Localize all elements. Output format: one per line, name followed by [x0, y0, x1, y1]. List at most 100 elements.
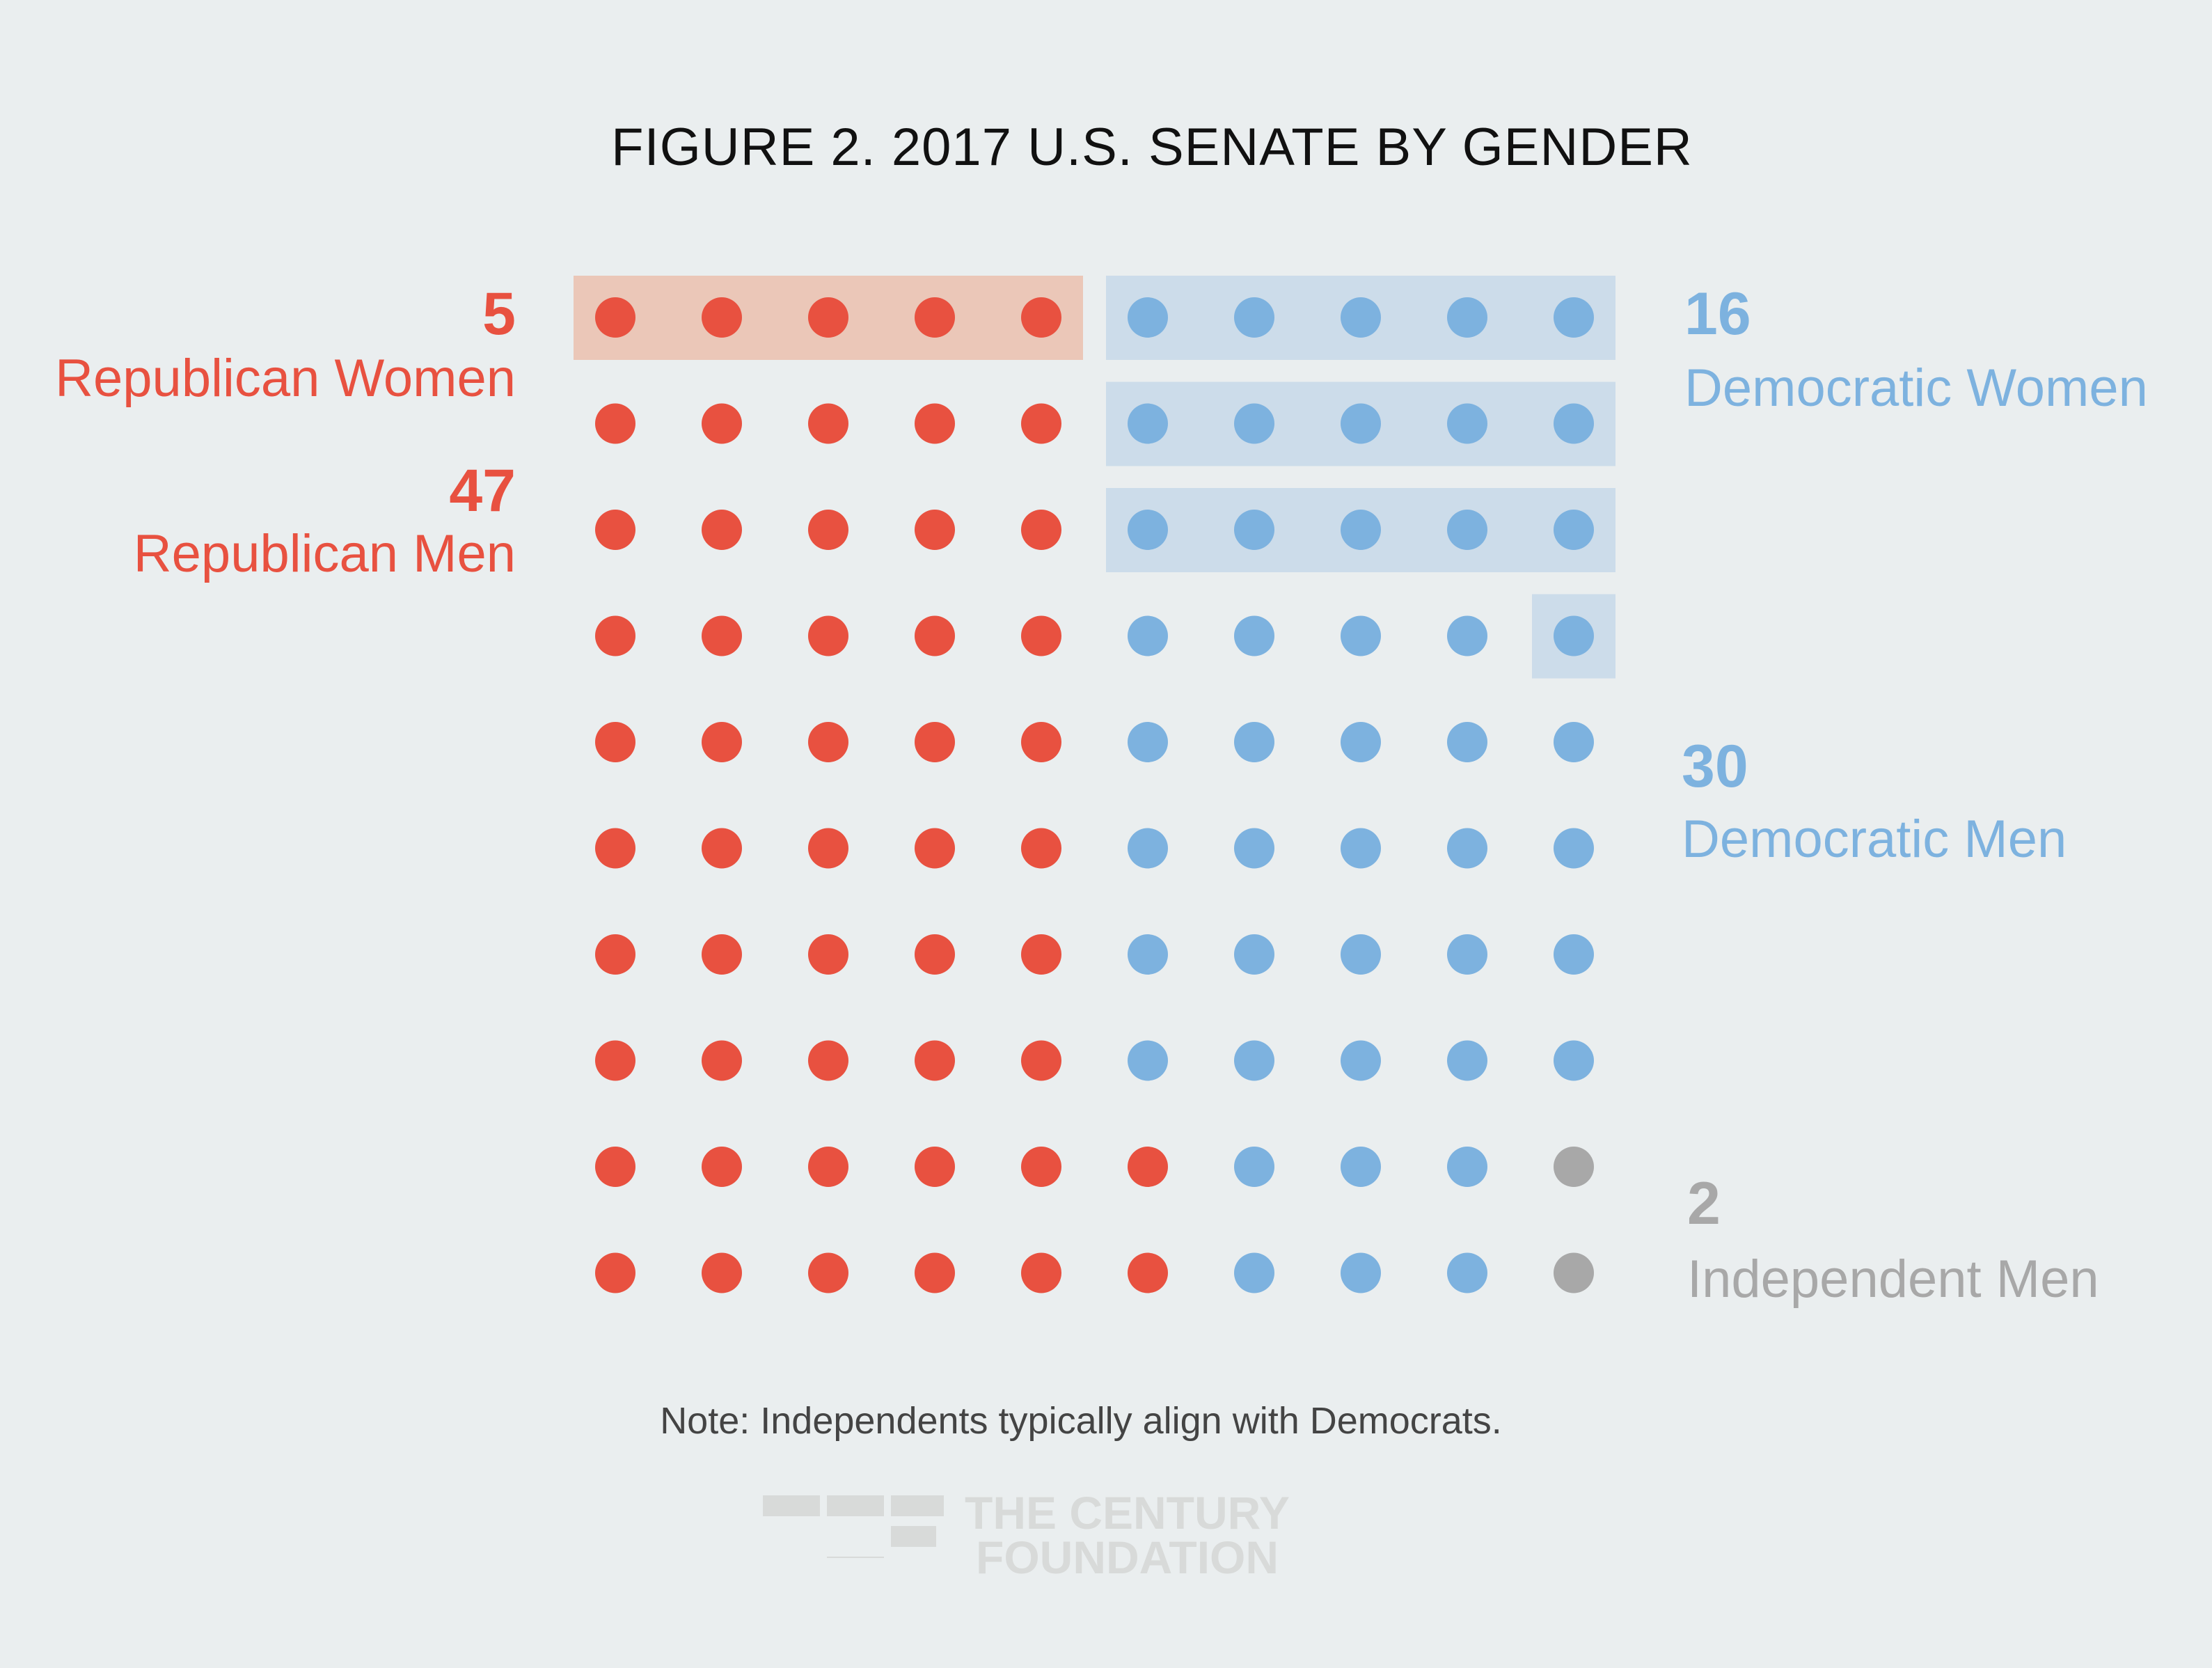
- seat-dot-rm: [1021, 615, 1061, 656]
- seat-dot-dw: [1234, 510, 1274, 550]
- seat-dot-dm: [1341, 615, 1381, 656]
- legend-independent-men-count: 2: [1687, 1170, 1721, 1237]
- seat-dot-dw: [1447, 297, 1487, 338]
- seat-dot-dm: [1234, 1040, 1274, 1081]
- legend-independent-men-label: Independent Men: [1687, 1250, 2099, 1309]
- seat-dot-rm: [595, 1147, 635, 1187]
- seat-dot-rm: [1021, 1252, 1061, 1293]
- seat-dot-rm: [1021, 1147, 1061, 1187]
- seat-dot-rm: [702, 934, 742, 975]
- seat-dot-rm: [915, 1147, 955, 1187]
- seat-dot-rm: [915, 510, 955, 550]
- seat-dot-dw: [1554, 615, 1594, 656]
- logo-text-line2: FOUNDATION: [976, 1532, 1279, 1583]
- seat-dot-rm: [702, 615, 742, 656]
- seat-dot-dw: [1341, 403, 1381, 444]
- seat-dot-rm: [808, 510, 848, 550]
- seat-dot-dm: [1128, 828, 1168, 869]
- seat-dot-dm: [1234, 1147, 1274, 1187]
- seat-dot-dw: [1447, 510, 1487, 550]
- seat-dot-rw: [595, 297, 635, 338]
- seat-dot-dm: [1234, 828, 1274, 869]
- seat-dot-dm: [1128, 615, 1168, 656]
- seat-dot-rm: [702, 722, 742, 762]
- legend-democratic-women-count: 16: [1684, 281, 1751, 347]
- seat-dot-rm: [702, 1147, 742, 1187]
- seat-dot-rm: [915, 934, 955, 975]
- seat-dot-dw: [1234, 403, 1274, 444]
- seat-dot-rm: [808, 403, 848, 444]
- seat-dot-dw: [1128, 297, 1168, 338]
- seat-dot-dm: [1447, 1040, 1487, 1081]
- seat-dot-dw: [1341, 297, 1381, 338]
- seat-dot-rm: [808, 722, 848, 762]
- seat-dot-rm: [915, 403, 955, 444]
- seat-dot-rm: [808, 934, 848, 975]
- seat-dot-rw: [1021, 297, 1061, 338]
- seat-dot-rw: [808, 297, 848, 338]
- seat-dot-rm: [915, 722, 955, 762]
- seat-dot-rm: [702, 1040, 742, 1081]
- seat-dot-rm: [702, 510, 742, 550]
- seat-dot-rm: [1021, 403, 1061, 444]
- seat-dot-rm: [595, 615, 635, 656]
- seat-dot-rm: [915, 1252, 955, 1293]
- seat-dot-rm: [595, 1252, 635, 1293]
- legend-democratic-women-label: Democratic Women: [1684, 359, 2148, 418]
- seat-dot-dm: [1234, 722, 1274, 762]
- logo-mark-icon: [763, 1495, 944, 1558]
- seat-dot-rm: [595, 722, 635, 762]
- seat-dot-rm: [1128, 1252, 1168, 1293]
- seat-dot-dm: [1234, 1252, 1274, 1293]
- seat-dot-rm: [1021, 722, 1061, 762]
- seat-dot-dm: [1234, 615, 1274, 656]
- seat-dot-rm: [808, 1252, 848, 1293]
- seat-dot-dw: [1554, 510, 1594, 550]
- seat-dot-rm: [808, 1147, 848, 1187]
- seat-dot-dm: [1128, 722, 1168, 762]
- seat-dot-dm: [1341, 1147, 1381, 1187]
- seat-dot-dm: [1341, 722, 1381, 762]
- legend-republican-men-count: 47: [449, 457, 516, 524]
- legend-republican-women-label: Republican Women: [55, 349, 516, 408]
- seat-dot-dm: [1554, 722, 1594, 762]
- seat-dot-dm: [1447, 828, 1487, 869]
- seat-dot-rw: [702, 297, 742, 338]
- seat-dot-rm: [1021, 1040, 1061, 1081]
- seat-dot-rm: [702, 403, 742, 444]
- seat-dot-rm: [595, 934, 635, 975]
- seat-dot-rm: [702, 1252, 742, 1293]
- seat-dot-dm: [1341, 828, 1381, 869]
- seat-dot-dm: [1341, 934, 1381, 975]
- seat-dot-dw: [1128, 510, 1168, 550]
- seat-dot-dm: [1554, 934, 1594, 975]
- chart-title: FIGURE 2. 2017 U.S. SENATE BY GENDER: [611, 118, 1693, 177]
- seat-dot-rm: [808, 1040, 848, 1081]
- legend-republican-men-label: Republican Men: [133, 524, 516, 583]
- seat-dot-im: [1554, 1252, 1594, 1293]
- seat-dot-dm: [1341, 1040, 1381, 1081]
- chart-note: Note: Independents typically align with …: [660, 1400, 1502, 1442]
- seat-dot-dm: [1447, 1252, 1487, 1293]
- seat-dot-rm: [1021, 828, 1061, 869]
- seat-dot-dm: [1128, 934, 1168, 975]
- seat-dot-rm: [808, 828, 848, 869]
- seat-dot-rm: [1128, 1147, 1168, 1187]
- seat-dot-dw: [1447, 403, 1487, 444]
- seat-dot-rm: [702, 828, 742, 869]
- seat-dot-rm: [915, 828, 955, 869]
- seat-dot-rm: [595, 828, 635, 869]
- seat-dot-dm: [1341, 1252, 1381, 1293]
- seat-dot-dm: [1447, 934, 1487, 975]
- legend-democratic-men-label: Democratic Men: [1682, 810, 2067, 869]
- seat-dot-dm: [1128, 1040, 1168, 1081]
- seat-dot-dm: [1554, 828, 1594, 869]
- seat-dot-rm: [915, 1040, 955, 1081]
- seat-dot-rm: [595, 510, 635, 550]
- seat-dot-dw: [1234, 297, 1274, 338]
- seat-dot-dw: [1554, 403, 1594, 444]
- seat-dot-dm: [1234, 934, 1274, 975]
- legend-republican-women-count: 5: [482, 281, 516, 347]
- seat-dot-im: [1554, 1147, 1594, 1187]
